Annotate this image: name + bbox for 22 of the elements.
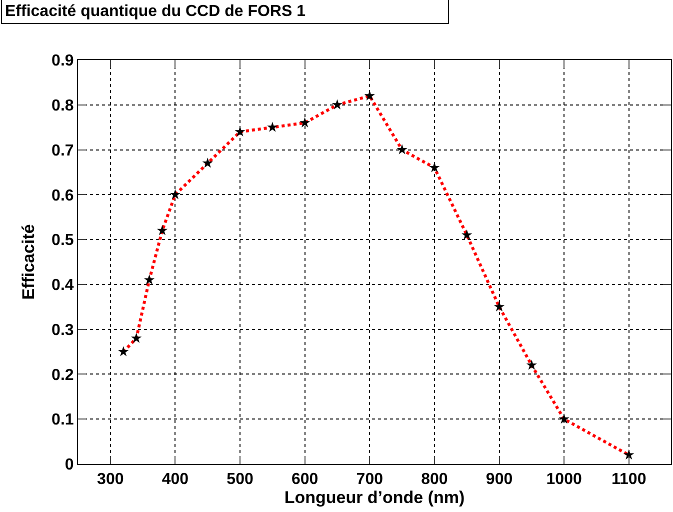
y-tick-label: 0.7 [52,142,74,160]
x-axis-title: Longueur d’onde (nm) [284,488,465,508]
x-tick-label: 1100 [612,471,646,488]
x-tick-label: 300 [97,471,124,488]
x-tick-label: 600 [291,471,318,488]
x-tick-label: 800 [421,471,448,488]
x-tick-label: 400 [162,471,189,488]
x-tick-label: 1000 [546,471,582,488]
y-tick-label: 0.5 [52,232,74,250]
y-tick-label: 0.6 [52,187,74,204]
x-tick-label: 700 [356,471,384,488]
y-tick-label: 0.3 [52,322,74,339]
x-tick-label: 900 [486,471,513,488]
y-tick-label: 0.8 [52,97,74,114]
y-tick-label: 0 [64,456,74,474]
x-tick-label: 500 [226,471,254,488]
y-tick-label: 0.4 [52,277,74,294]
y-tick-label: 0.2 [52,366,74,384]
y-tick-label: 0.9 [52,52,74,70]
y-axis-title: Efficacité [19,224,38,300]
y-tick-label: 0.1 [52,412,74,429]
chart-title: Efficacité quantique du CCD de FORS 1 [5,3,306,20]
